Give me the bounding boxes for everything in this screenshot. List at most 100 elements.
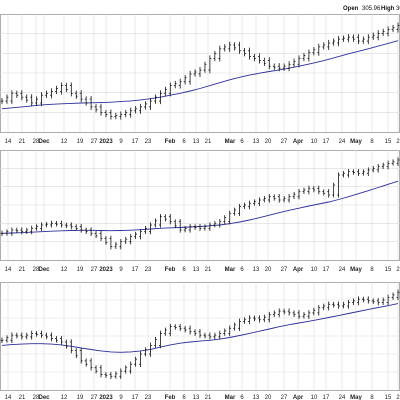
price-bar bbox=[84, 227, 88, 234]
price-bar bbox=[94, 231, 98, 239]
price-bar bbox=[322, 42, 326, 50]
price-bar bbox=[381, 162, 385, 169]
price-bar bbox=[193, 224, 197, 230]
price-bar bbox=[25, 227, 29, 234]
price-bar bbox=[40, 222, 43, 231]
price-bar bbox=[238, 41, 241, 54]
x-tick-label: 20 bbox=[265, 139, 272, 145]
x-tick-label: 10 bbox=[311, 267, 318, 273]
chart-panel-1: 14 21 28 Dec 12 19 27 2023 9 17 23 Feb 6 13 21 Mar 6 13 20… bbox=[0, 14, 400, 145]
x-tick-label: Mar bbox=[225, 395, 236, 400]
price-bar bbox=[35, 331, 39, 337]
price-bar bbox=[287, 194, 291, 203]
x-tick-label: 28 bbox=[33, 395, 40, 400]
x-tick-label: 6 bbox=[182, 267, 186, 273]
price-bar bbox=[119, 111, 123, 120]
x-tick-label: 6 bbox=[182, 395, 186, 400]
price-bar bbox=[381, 297, 385, 305]
price-bar bbox=[262, 57, 266, 67]
price-bar bbox=[104, 109, 108, 118]
x-tick-label: 21 bbox=[205, 267, 212, 273]
price-bar bbox=[396, 22, 400, 33]
price-bar bbox=[248, 200, 251, 210]
price-bar bbox=[253, 315, 256, 322]
price-bar bbox=[99, 103, 103, 116]
price-bar bbox=[386, 294, 390, 306]
price-bar bbox=[317, 43, 321, 56]
price-bar bbox=[30, 94, 34, 107]
price-bar bbox=[124, 236, 128, 244]
price-bar bbox=[322, 189, 326, 196]
price-bar bbox=[60, 335, 63, 345]
price-bar bbox=[64, 339, 68, 349]
x-tick-label: 2 bbox=[396, 267, 400, 273]
price-bar bbox=[79, 224, 83, 233]
x-tick-label: 20 bbox=[265, 267, 272, 273]
price-bar bbox=[282, 308, 286, 315]
chart-panel-3: 14 21 28 Dec 12 19 27 2023 9 17 23 Feb 6 13 21 Mar 6 13 20… bbox=[0, 282, 400, 400]
price-bar bbox=[386, 160, 390, 170]
price-bar bbox=[357, 296, 360, 306]
price-bar bbox=[139, 229, 142, 240]
price-bar bbox=[119, 239, 123, 250]
price-bar bbox=[129, 234, 133, 245]
price-bar bbox=[173, 324, 177, 330]
price-bar bbox=[307, 185, 311, 195]
x-tick-label: 19 bbox=[77, 139, 84, 145]
price-bar bbox=[183, 226, 187, 233]
price-bar bbox=[253, 199, 256, 206]
price-bar bbox=[60, 82, 63, 95]
price-bar bbox=[35, 224, 39, 231]
price-bar bbox=[129, 107, 133, 118]
x-tick-label: 17 bbox=[132, 139, 139, 145]
price-bar bbox=[154, 218, 157, 228]
x-tick-label: 14 bbox=[5, 267, 12, 273]
x-tick-label: 6 bbox=[240, 139, 244, 145]
x-tick-label: 24 bbox=[339, 139, 346, 145]
x-tick-label: Feb bbox=[165, 139, 176, 145]
price-bar bbox=[312, 307, 316, 316]
x-tick-label: Dec bbox=[38, 267, 50, 273]
price-bar bbox=[139, 103, 142, 114]
chart-panel-2: 14 21 28 Dec 12 19 27 2023 9 17 23 Feb 6 13 21 Mar 6 13 20… bbox=[0, 150, 400, 273]
x-tick-label: 13 bbox=[253, 395, 260, 400]
price-bar bbox=[149, 342, 152, 357]
price-bar bbox=[352, 298, 355, 305]
price-bar bbox=[94, 365, 98, 374]
price-bar bbox=[104, 236, 108, 245]
x-tick-label: 27 bbox=[91, 139, 98, 145]
price-bar bbox=[45, 221, 48, 228]
x-tick-label: Mar bbox=[225, 267, 236, 273]
price-bar bbox=[396, 157, 400, 166]
x-tick-label: 6 bbox=[240, 395, 244, 400]
price-bar bbox=[347, 34, 350, 43]
price-bar bbox=[183, 325, 187, 333]
price-bar bbox=[243, 48, 246, 57]
price-bar bbox=[163, 327, 167, 336]
price-bar bbox=[183, 75, 187, 85]
price-bar bbox=[267, 194, 271, 203]
price-bar bbox=[361, 296, 365, 303]
x-tick-label: 17 bbox=[323, 267, 330, 273]
price-bar bbox=[64, 222, 68, 229]
price-bar bbox=[203, 332, 207, 339]
x-tick-label: 15 bbox=[385, 139, 392, 145]
price-bar bbox=[188, 325, 192, 335]
price-bar bbox=[69, 339, 73, 354]
price-bar bbox=[337, 301, 340, 309]
x-tick-label: 23 bbox=[145, 267, 152, 273]
price-bar bbox=[119, 368, 123, 380]
price-bar bbox=[74, 90, 78, 99]
price-bar bbox=[10, 332, 14, 344]
x-tick-label: 14 bbox=[5, 139, 12, 145]
price-bar bbox=[173, 219, 177, 229]
x-tick-label: 14 bbox=[5, 395, 12, 400]
price-bar bbox=[198, 328, 202, 338]
price-bar bbox=[99, 230, 103, 241]
price-bar bbox=[386, 26, 390, 37]
price-bar bbox=[30, 225, 34, 235]
x-tick-label: 19 bbox=[77, 267, 84, 273]
x-tick-label: Apr bbox=[293, 139, 304, 145]
x-tick-label: 2 bbox=[396, 395, 400, 400]
price-bar bbox=[149, 222, 152, 235]
